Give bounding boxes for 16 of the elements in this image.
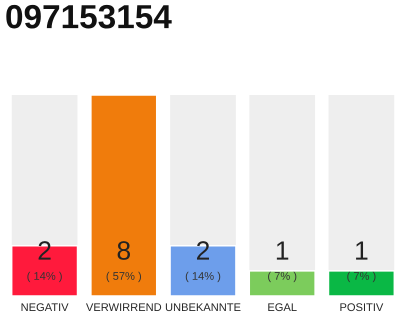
x-tick-label: NEGATIV — [22, 303, 69, 312]
annotation: ( 7% ) — [347, 272, 376, 282]
data-label: 1 — [356, 241, 368, 260]
x-tick-label: UNBEKANNTE — [166, 303, 240, 312]
annotation: ( 14% ) — [27, 272, 62, 282]
data-label: 2 — [196, 241, 210, 260]
x-tick-label: VERWIRREND — [86, 303, 162, 311]
annotation: ( 7% ) — [268, 272, 296, 282]
data-label: 2 — [38, 241, 51, 260]
annotation: ( 57% ) — [106, 272, 142, 282]
annotation: ( 14% ) — [186, 272, 220, 282]
data-label: 8 — [118, 241, 130, 260]
chart-title: 097153154 — [6, 4, 172, 29]
x-tick-label: EGAL — [268, 303, 297, 312]
x-tick-label: POSITIV — [340, 303, 384, 312]
data-label: 1 — [276, 241, 288, 260]
